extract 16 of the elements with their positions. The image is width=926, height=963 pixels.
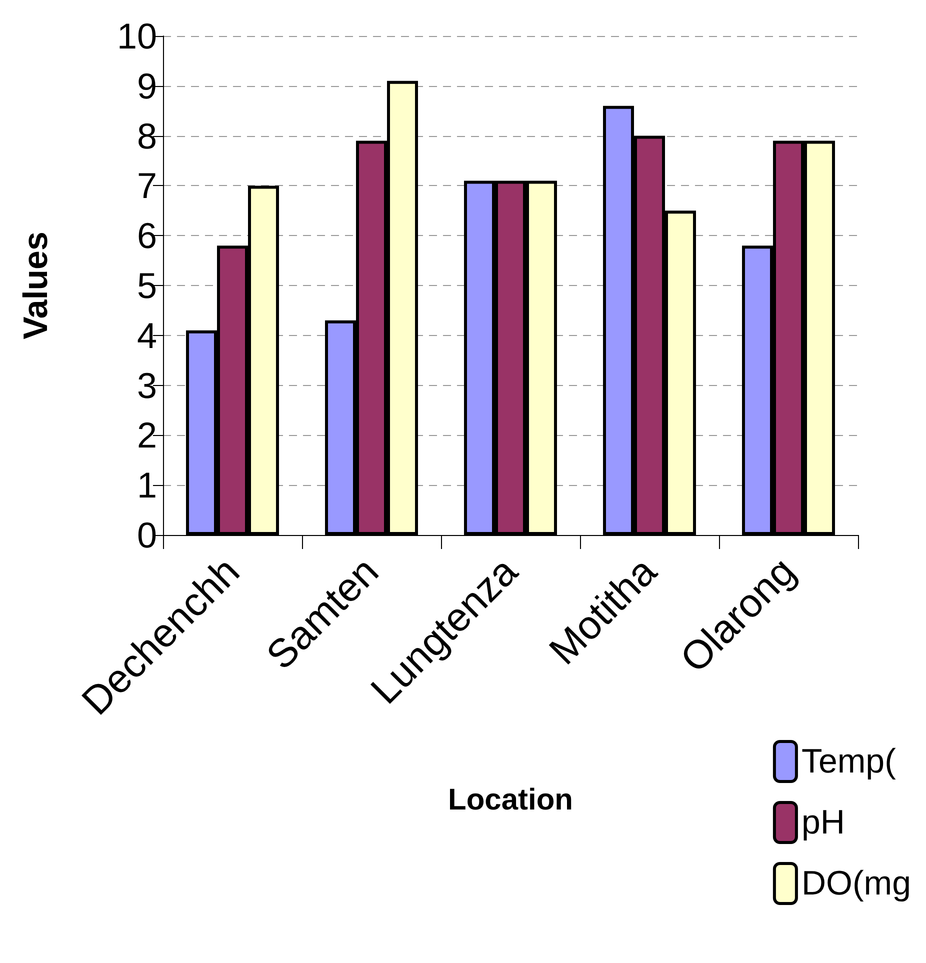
legend-label: pH: [801, 804, 845, 842]
y-tick-label: 2: [136, 414, 157, 456]
y-tick-label: 9: [136, 65, 157, 106]
y-tick-label: 0: [136, 514, 157, 556]
x-axis-title: Location: [448, 784, 573, 816]
legend-label: DO(mg: [801, 864, 912, 902]
y-tick-label: 7: [136, 165, 157, 206]
y-tick-label: 6: [136, 215, 157, 256]
y-tick-label: 4: [136, 314, 157, 356]
y-axis-title: Values: [17, 232, 55, 340]
y-tick-label: 8: [136, 115, 157, 156]
y-tick-label: 10: [116, 16, 157, 56]
legend-label: Temp(: [801, 742, 897, 780]
y-tick-label: 3: [136, 364, 157, 406]
y-tick-label: 5: [136, 265, 157, 306]
y-tick-label: 1: [136, 464, 157, 506]
